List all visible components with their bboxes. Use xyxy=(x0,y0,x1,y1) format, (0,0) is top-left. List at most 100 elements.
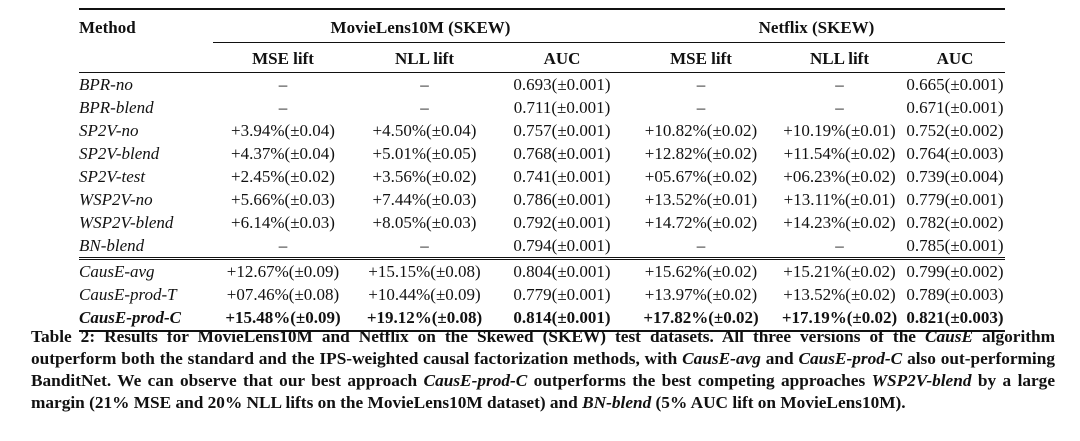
cell-ml-nll: +3.56%(±0.02) xyxy=(372,167,477,186)
cell-nf-nll: +06.23%(±0.02) xyxy=(783,167,896,186)
cell-nf-nll: +17.19%(±0.02) xyxy=(774,306,905,332)
cell-nf-nll: +13.11%(±0.01) xyxy=(783,190,896,209)
caption-italic-bn-blend: BN-blend xyxy=(582,393,652,412)
cell-ml-mse: +3.94%(±0.04) xyxy=(231,121,335,140)
cell-nf-mse: – xyxy=(696,98,706,117)
cell-nf-nll: +14.23%(±0.02) xyxy=(783,213,896,232)
cell-nf-auc: 0.739(±0.004) xyxy=(906,167,1004,186)
header-group-netflix: Netflix (SKEW) xyxy=(628,8,1005,43)
header-ml-nll: NLL lift xyxy=(353,42,496,73)
cell-ml-mse: +07.46%(±0.08) xyxy=(226,285,340,304)
cell-method: WSP2V-blend xyxy=(79,213,174,232)
cell-ml-mse: +5.66%(±0.03) xyxy=(231,190,335,209)
cell-method: SP2V-test xyxy=(79,167,146,186)
cell-ml-nll: +8.05%(±0.03) xyxy=(372,213,477,232)
header-group-movielens: MovieLens10M (SKEW) xyxy=(213,8,628,43)
cell-ml-auc: 0.693(±0.001) xyxy=(496,72,628,96)
table-row: CausE-prod-T +07.46%(±0.08) +10.44%(±0.09)… xyxy=(79,283,1005,306)
header-nf-nll: NLL lift xyxy=(774,42,905,73)
caption-text-3: and xyxy=(760,349,799,368)
cell-method: BN-blend xyxy=(79,236,145,255)
cell-ml-nll: – xyxy=(420,236,429,255)
table-row: CausE-avg +12.67%(±0.09) +15.15%(±0.08) 0.8… xyxy=(79,257,1005,283)
cell-nf-auc: 0.779(±0.001) xyxy=(906,190,1004,209)
cell-ml-mse: – xyxy=(278,98,288,117)
cell-nf-mse: +15.62%(±0.02) xyxy=(628,257,774,283)
table-row: BPR-blend – – 0.711(±0.001) – – 0.671(±0.001) xyxy=(79,96,1005,119)
cell-ml-auc: 0.786(±0.001) xyxy=(513,190,611,209)
cell-method: SP2V-no xyxy=(79,121,139,140)
cell-ml-nll: – xyxy=(353,72,496,96)
cell-nf-nll: +15.21%(±0.02) xyxy=(774,257,905,283)
caption-italic-wsp2v-blend: WSP2V-blend xyxy=(871,371,972,390)
results-table-container: Method MovieLens10M (SKEW) Netflix (SKEW… xyxy=(79,8,1005,332)
cell-nf-mse: – xyxy=(696,236,706,255)
cell-nf-nll: +11.54%(±0.02) xyxy=(783,144,896,163)
header-row-groups: Method MovieLens10M (SKEW) Netflix (SKEW… xyxy=(79,8,1005,43)
table-row: BPR-no – –0.693(±0.001) – –0.665(±0.001) xyxy=(79,72,1005,96)
cell-ml-auc: 0.804(±0.001) xyxy=(496,257,628,283)
cell-nf-mse: +12.82%(±0.02) xyxy=(644,144,758,163)
caption-text-2: algorithm outperform both the standard a… xyxy=(31,327,1056,368)
cell-ml-nll: +7.44%(±0.03) xyxy=(372,190,477,209)
header-method: Method xyxy=(79,8,213,43)
cell-ml-auc: 0.792(±0.001) xyxy=(513,213,611,232)
cell-ml-auc: 0.768(±0.001) xyxy=(513,144,611,163)
cell-method: BPR-blend xyxy=(79,98,154,117)
cell-nf-mse: +10.82%(±0.02) xyxy=(644,121,758,140)
cell-nf-nll: +13.52%(±0.02) xyxy=(783,285,896,304)
cell-ml-nll: +19.12%(±0.08) xyxy=(353,306,496,332)
caption-italic-cause: CausE xyxy=(925,327,974,346)
cell-ml-auc: 0.794(±0.001) xyxy=(513,236,611,255)
cell-ml-nll: – xyxy=(420,98,429,117)
results-table: Method MovieLens10M (SKEW) Netflix (SKEW… xyxy=(79,8,1005,332)
caption-text-4: also out-performing BanditNet. We can ob… xyxy=(31,349,1055,390)
cell-nf-mse: +13.52%(±0.01) xyxy=(644,190,758,209)
cell-method: BPR-no xyxy=(79,72,213,96)
cell-ml-auc: 0.741(±0.001) xyxy=(513,167,611,186)
cell-ml-nll: +10.44%(±0.09) xyxy=(368,285,481,304)
table-body: BPR-no – –0.693(±0.001) – –0.665(±0.001) BPR-… xyxy=(79,72,1005,332)
cell-nf-nll: – xyxy=(774,72,905,96)
caption-text-6: by a large margin (21% MSE and 20% NLL l… xyxy=(31,371,1055,412)
header-ml-auc: AUC xyxy=(496,42,628,73)
header-ml-mse: MSE lift xyxy=(213,42,353,73)
header-nf-auc: AUC xyxy=(905,42,1005,73)
cell-nf-auc: 0.821(±0.003) xyxy=(905,306,1005,332)
caption-text-5: outperforms the best competing approache… xyxy=(527,371,872,390)
cell-nf-mse: – xyxy=(628,72,774,96)
header-row-metrics: MSE lift NLL lift AUC MSE lift NLL lift … xyxy=(79,42,1005,73)
cell-method: CausE-avg xyxy=(79,257,213,283)
cell-nf-nll: – xyxy=(835,236,844,255)
cell-ml-mse: +2.45%(±0.02) xyxy=(231,167,335,186)
cell-method: WSP2V-no xyxy=(79,190,153,209)
cell-ml-mse: +15.48%(±0.09) xyxy=(213,306,353,332)
table-row: SP2V-blend +4.37%(±0.04) +5.01%(±0.05) 0.76… xyxy=(79,142,1005,165)
table-row: WSP2V-blend +6.14%(±0.03) +8.05%(±0.03) 0.7… xyxy=(79,211,1005,234)
cell-nf-auc: 0.785(±0.001) xyxy=(906,236,1004,255)
cell-nf-nll: – xyxy=(835,98,844,117)
cell-ml-mse: – xyxy=(278,236,288,255)
cell-ml-mse: +12.67%(±0.09) xyxy=(213,257,353,283)
table-row: CausE-prod-C +15.48%(±0.09) +19.12%(±0.08)… xyxy=(79,306,1005,332)
cell-ml-auc: 0.779(±0.001) xyxy=(513,285,611,304)
cell-nf-mse: +05.67%(±0.02) xyxy=(644,167,758,186)
cell-ml-auc: 0.711(±0.001) xyxy=(513,98,611,117)
table-caption: Table 2: Results for MovieLens10M and Ne… xyxy=(31,326,1055,414)
cell-nf-mse: +14.72%(±0.02) xyxy=(644,213,758,232)
cell-ml-nll: +4.50%(±0.04) xyxy=(372,121,477,140)
cell-nf-auc: 0.665(±0.001) xyxy=(905,72,1005,96)
cell-method: SP2V-blend xyxy=(79,144,160,163)
cell-ml-nll: +15.15%(±0.08) xyxy=(353,257,496,283)
caption-italic-cause-avg: CausE-avg xyxy=(682,349,761,368)
cell-ml-mse: +4.37%(±0.04) xyxy=(231,144,335,163)
cell-nf-auc: 0.782(±0.002) xyxy=(906,213,1004,232)
cell-nf-auc: 0.799(±0.002) xyxy=(905,257,1005,283)
header-nf-mse: MSE lift xyxy=(628,42,774,73)
cell-nf-auc: 0.789(±0.003) xyxy=(906,285,1004,304)
cell-nf-auc: 0.671(±0.001) xyxy=(906,98,1004,117)
caption-text-7: (5% AUC lift on MovieLens10M). xyxy=(651,393,906,412)
cell-ml-auc: 0.757(±0.001) xyxy=(513,121,611,140)
table-row: SP2V-no +3.94%(±0.04) +4.50%(±0.04) 0.757(±… xyxy=(79,119,1005,142)
cell-ml-mse: – xyxy=(213,72,353,96)
